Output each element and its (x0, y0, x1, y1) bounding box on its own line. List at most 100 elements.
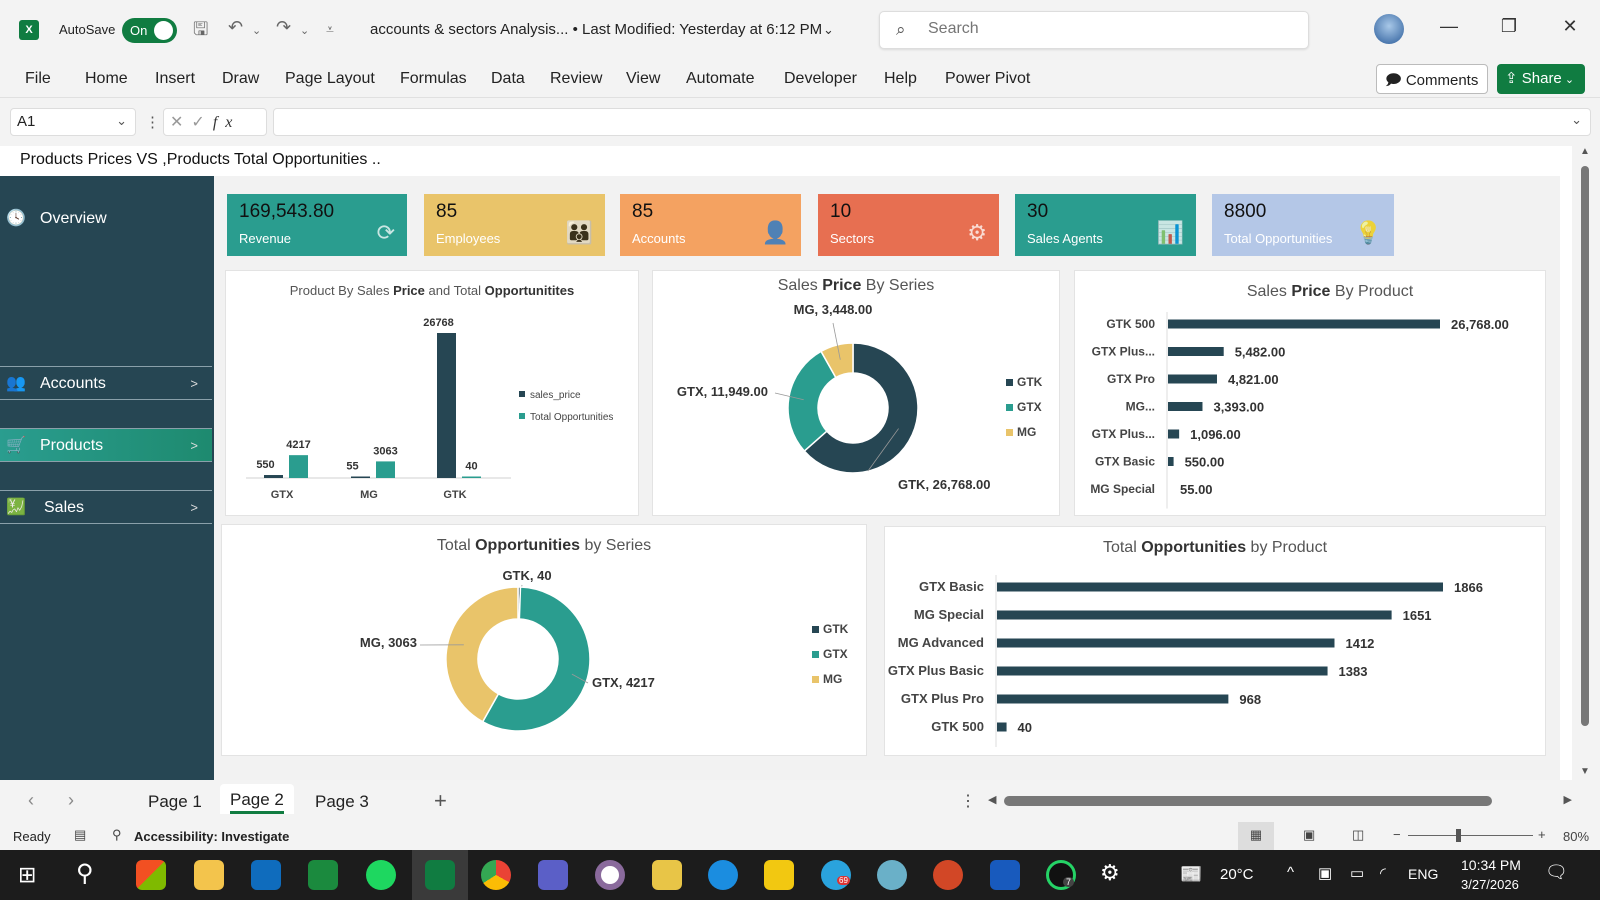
cancel-icon[interactable]: ✕ (170, 114, 192, 131)
obs-icon[interactable] (595, 860, 625, 890)
enter-icon[interactable]: ✓ (191, 114, 213, 131)
more-tabs-icon[interactable]: ⋮ (960, 793, 976, 810)
menu-developer[interactable]: Developer (784, 70, 857, 87)
page-break-view-icon[interactable]: ◫ (1352, 827, 1365, 842)
sidebar-item-products[interactable]: 🛒 Products > (0, 428, 212, 462)
expand-formula-icon[interactable]: ⌄ (1571, 112, 1582, 127)
teams-icon[interactable] (538, 860, 568, 890)
save-icon[interactable]: 🖫 (193, 19, 209, 39)
redo-icon[interactable]: ↷ (276, 17, 292, 37)
next-sheet-icon[interactable]: › (68, 790, 74, 810)
document-title[interactable]: accounts & sectors Analysis... • Last Mo… (370, 21, 823, 38)
chart-sales-price-by-series[interactable]: Sales Price By Series GTK, 26,768.00 GTX,… (652, 270, 1060, 516)
powerpoint-icon[interactable] (933, 860, 963, 890)
chart-opps-by-series[interactable]: Total Opportunities by Series GTK, 40 GTX… (221, 524, 867, 756)
menu-formulas[interactable]: Formulas (400, 70, 467, 87)
comments-button[interactable]: 🗩 Comments (1376, 64, 1488, 94)
excel-taskbar-icon[interactable] (425, 860, 455, 890)
prev-sheet-icon[interactable]: ‹ (28, 790, 34, 810)
whatsapp-icon[interactable]: 7 (1046, 860, 1076, 890)
word-icon[interactable] (990, 860, 1020, 890)
menu-home[interactable]: Home (85, 70, 128, 87)
spotify-icon[interactable] (366, 860, 396, 890)
tab-page-2[interactable]: Page 2 (220, 784, 294, 814)
power-bi-icon[interactable] (764, 860, 794, 890)
classroom-icon[interactable] (308, 860, 338, 890)
tray-chevron-up-icon[interactable]: ^ (1287, 864, 1295, 881)
menu-view[interactable]: View (626, 70, 661, 87)
store-icon[interactable] (136, 860, 166, 890)
add-sheet-button[interactable]: + (434, 788, 447, 813)
more-options-icon[interactable]: ⋮ (145, 114, 160, 131)
title-chevron-down-icon[interactable]: ⌄ (823, 22, 834, 37)
scrollbar-thumb[interactable] (1581, 166, 1589, 726)
autosave-toggle[interactable]: On (122, 18, 177, 43)
chart-opps-by-product[interactable]: Total Opportunities by Product GTX Basic… (884, 526, 1546, 756)
menu-review[interactable]: Review (550, 70, 603, 87)
search-box[interactable]: ⌕ (879, 11, 1309, 49)
chart-sales-price-by-product[interactable]: Sales Price By Product GTK 500 26,768.00 G… (1074, 270, 1546, 516)
file-explorer-icon[interactable] (194, 860, 224, 890)
accessibility-icon[interactable]: ⚲ (112, 827, 122, 842)
share-button[interactable]: ⇪ Share ⌄ (1497, 64, 1585, 94)
chart-product-price-opps[interactable]: Product By Sales Price and Total Opportu… (225, 270, 639, 516)
scroll-down-icon[interactable]: ▼ (1580, 766, 1590, 777)
sidebar-item-accounts[interactable]: 👥 Accounts > (0, 366, 212, 400)
chatgpt-icon[interactable] (877, 860, 907, 890)
undo-icon[interactable]: ↶ (228, 17, 244, 37)
menu-data[interactable]: Data (491, 70, 525, 87)
tray-app-icon[interactable]: ▣ (1318, 865, 1333, 882)
menu-page-layout[interactable]: Page Layout (285, 70, 375, 87)
menu-automate[interactable]: Automate (686, 70, 755, 87)
formula-input[interactable]: ⌄ (273, 108, 1591, 136)
wifi-icon[interactable]: ◜ (1380, 865, 1386, 882)
zoom-in-icon[interactable]: + (1538, 827, 1546, 842)
restore-icon[interactable]: ❐ (1500, 16, 1518, 36)
name-box[interactable]: A1 ⌄ (10, 108, 136, 136)
tab-page-3[interactable]: Page 3 (315, 792, 369, 811)
page-layout-view-icon[interactable]: ▣ (1303, 827, 1316, 842)
news-widget-icon[interactable]: 📰 (1180, 864, 1203, 884)
close-icon[interactable]: ✕ (1562, 16, 1578, 36)
weather-temp[interactable]: 20°C (1220, 866, 1254, 883)
windows-start-icon[interactable]: ⊞ (18, 862, 37, 887)
notifications-icon[interactable]: 🗨 (1545, 862, 1568, 882)
language-indicator[interactable]: ENG (1408, 866, 1439, 882)
battery-icon[interactable]: ▭ (1350, 865, 1365, 882)
vertical-scrollbar[interactable]: ▲ ▼ (1576, 146, 1594, 780)
db-tool-icon[interactable] (652, 860, 682, 890)
scroll-left-icon[interactable]: ◀ (988, 794, 997, 806)
insert-function-icon[interactable]: fx (212, 114, 241, 131)
tab-page-1[interactable]: Page 1 (148, 792, 202, 811)
normal-view-icon[interactable]: ▦ (1238, 822, 1274, 850)
redo-dropdown-icon[interactable]: ⌄ (300, 25, 310, 37)
scrollbar-thumb[interactable] (1004, 796, 1492, 806)
avatar[interactable] (1374, 14, 1404, 44)
sidebar-item-sales[interactable]: 💹 Sales > (0, 490, 212, 524)
undo-dropdown-icon[interactable]: ⌄ (252, 25, 262, 37)
menu-help[interactable]: Help (884, 70, 917, 87)
outlook-icon[interactable] (251, 860, 281, 890)
menu-draw[interactable]: Draw (222, 70, 260, 87)
zoom-slider-thumb[interactable] (1456, 829, 1461, 842)
customize-toolbar-icon[interactable]: ⩡ (326, 21, 334, 37)
taskbar-search-icon[interactable]: ⚲ (76, 860, 94, 887)
clock-date[interactable]: 3/27/2026 (1461, 877, 1519, 892)
zoom-out-icon[interactable]: − (1393, 827, 1401, 842)
accessibility-status[interactable]: Accessibility: Investigate (134, 829, 290, 844)
menu-insert[interactable]: Insert (155, 70, 196, 87)
macro-icon[interactable]: ▤ (74, 827, 87, 842)
edge-icon[interactable] (708, 860, 738, 890)
telegram-icon[interactable]: 69 (821, 860, 851, 890)
zoom-level[interactable]: 80% (1563, 829, 1590, 844)
settings-icon[interactable]: ⚙ (1100, 860, 1120, 885)
sidebar-item-overview[interactable]: 🕓 Overview (0, 202, 212, 236)
clock-time[interactable]: 10:34 PM (1461, 857, 1521, 873)
search-input[interactable] (928, 20, 1278, 38)
minimize-icon[interactable]: — (1440, 16, 1458, 36)
scroll-right-icon[interactable]: ▶ (1563, 794, 1572, 806)
menu-power-pivot[interactable]: Power Pivot (945, 70, 1031, 87)
menu-file[interactable]: File (25, 70, 51, 87)
chrome-icon[interactable] (481, 860, 511, 890)
horizontal-scrollbar[interactable]: ◀ ▶ (988, 794, 1572, 808)
